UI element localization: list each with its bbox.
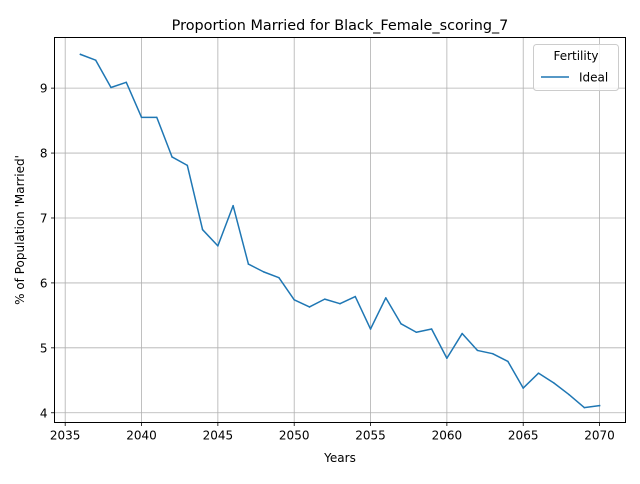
- x-tick-label: 2050: [279, 429, 310, 443]
- data-point: [400, 323, 402, 325]
- data-point: [339, 302, 341, 305]
- data-point: [537, 372, 540, 374]
- y-tick-label: 5: [40, 341, 48, 355]
- legend-label-ideal: Ideal: [579, 71, 608, 85]
- data-point: [278, 276, 280, 279]
- data-point: [568, 393, 570, 396]
- series-line-ideal: [79, 53, 601, 409]
- plot-frame: [54, 37, 626, 423]
- data-point: [217, 245, 219, 247]
- data-point: [461, 332, 463, 335]
- chart-title: Proportion Married for Black_Female_scor…: [172, 18, 509, 34]
- data-point: [507, 360, 509, 363]
- data-point: [385, 297, 387, 299]
- x-tick-label: 2060: [432, 429, 463, 443]
- data-point: [201, 228, 204, 231]
- y-axis: 4 5 6 7 8 9: [40, 82, 55, 420]
- y-axis-label: % of Population 'Married': [13, 155, 27, 305]
- data-point: [140, 116, 143, 119]
- x-axis-label: Years: [323, 451, 356, 465]
- y-tick-label: 4: [40, 406, 48, 420]
- data-point: [369, 328, 372, 330]
- y-tick-label: 6: [40, 276, 48, 290]
- data-point: [430, 328, 433, 330]
- data-point: [323, 298, 326, 300]
- x-tick-label: 2045: [203, 429, 234, 443]
- x-axis: 2035 2040 2045 2050 2055 2060 2065 2070: [50, 422, 615, 443]
- data-point: [476, 349, 479, 352]
- data-point: [491, 352, 494, 355]
- data-point: [522, 387, 524, 389]
- data-point: [110, 86, 112, 89]
- data-point: [308, 306, 311, 308]
- data-point: [293, 299, 295, 301]
- x-tick-label: 2070: [584, 429, 615, 443]
- data-point: [94, 59, 97, 61]
- data-point: [232, 204, 234, 207]
- x-tick-label: 2035: [50, 429, 81, 443]
- y-tick-label: 9: [40, 82, 48, 96]
- data-point: [171, 156, 173, 158]
- data-point: [125, 81, 128, 84]
- data-point: [552, 382, 555, 384]
- legend-title: Fertility: [553, 49, 598, 63]
- legend: Fertility Ideal: [533, 44, 619, 91]
- data-point: [156, 116, 158, 119]
- data-point: [247, 263, 250, 265]
- x-tick-label: 2065: [508, 429, 539, 443]
- data-point: [79, 53, 82, 56]
- data-point: [446, 357, 448, 359]
- data-point: [583, 406, 586, 409]
- x-tick-label: 2055: [355, 429, 386, 443]
- legend-box: [533, 44, 619, 91]
- y-tick-label: 7: [40, 211, 48, 225]
- grid: [54, 37, 626, 423]
- data-point: [186, 164, 189, 167]
- data-point: [262, 271, 265, 273]
- data-point: [415, 331, 418, 334]
- y-tick-label: 8: [40, 147, 48, 161]
- series-layer: [79, 53, 601, 409]
- data-point: [598, 404, 601, 407]
- data-point: [354, 295, 357, 298]
- x-tick-label: 2040: [126, 429, 157, 443]
